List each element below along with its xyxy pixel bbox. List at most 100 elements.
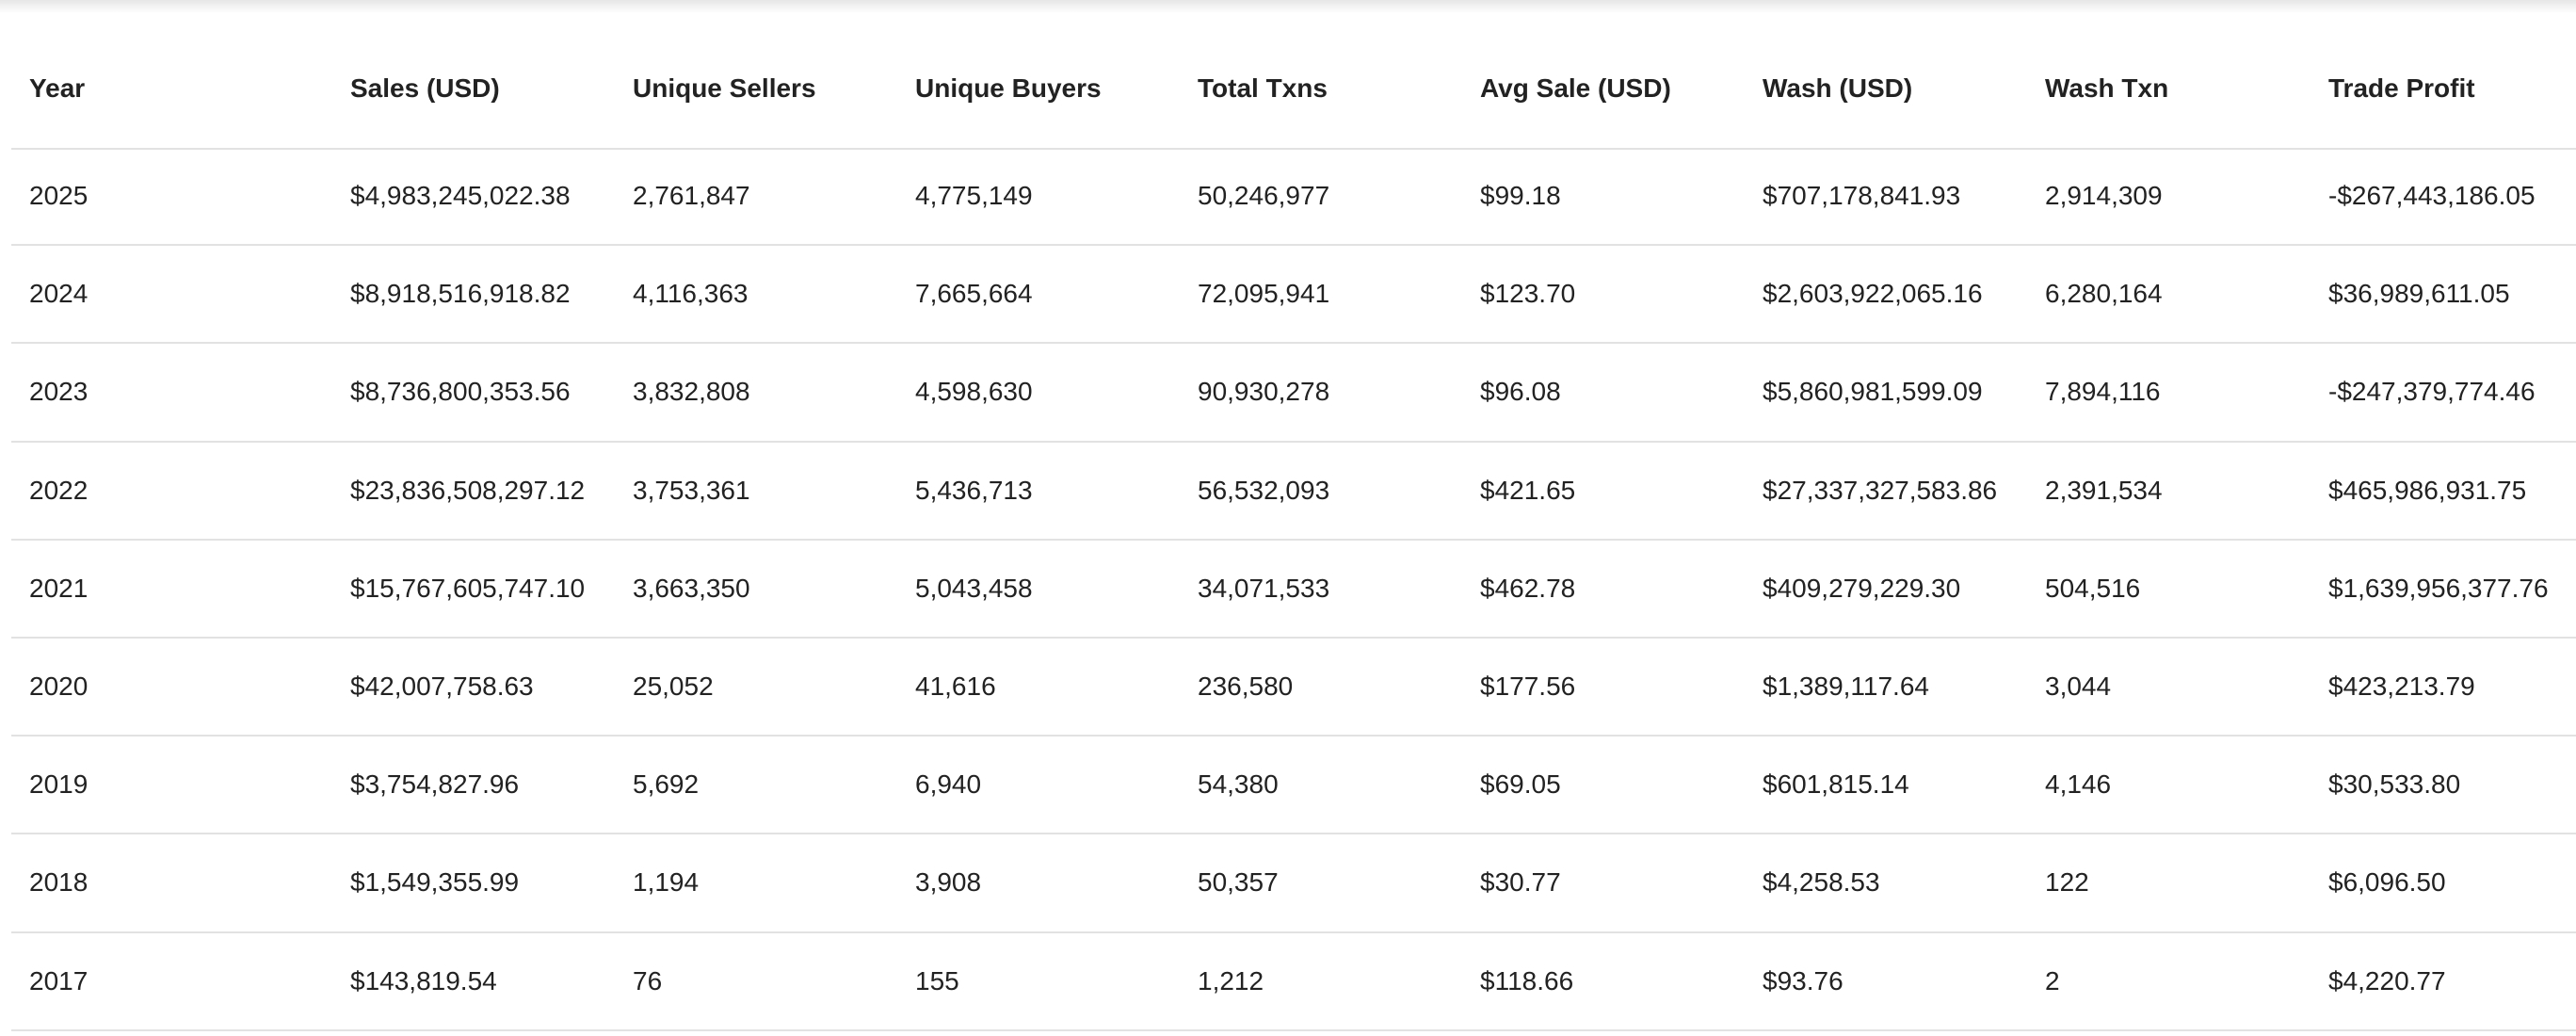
table-cell: $421.65 (1480, 475, 1576, 505)
table-cell: Wash Txn (2045, 73, 2169, 103)
table-cell: 76 (633, 965, 663, 996)
table-row: 2024 $8,918,516,918.82 4,116,363 7,665,664 7… (11, 246, 2576, 345)
table-cell: 2018 (29, 867, 89, 898)
table-cell: $93.76 (1763, 965, 1843, 996)
table-cell: Unique Buyers (915, 73, 1102, 103)
table-cell: $23,836,508,297.12 (350, 475, 586, 505)
table-cell: $465,986,931.75 (2328, 475, 2527, 505)
table-cell: 7,894,116 (2045, 377, 2161, 407)
table-cell: $123.70 (1480, 279, 1576, 309)
table-cell: $4,220.77 (2328, 965, 2446, 996)
table-cell: 504,516 (2045, 573, 2141, 603)
table-cell: 5,436,713 (915, 475, 1033, 505)
table-cell: Avg Sale (USD) (1480, 73, 1671, 103)
table-cell: 2025 (29, 181, 89, 211)
table-cell: $15,767,605,747.10 (350, 573, 586, 603)
table-cell: -$267,443,186.05 (2328, 181, 2536, 211)
table-cell: $36,989,611.05 (2328, 279, 2510, 309)
table-cell: 6,940 (915, 769, 982, 800)
table-row: 2019 $3,754,827.96 5,692 6,940 54,380 $69.05 $… (11, 737, 2576, 835)
table-cell: 34,071,533 (1198, 573, 1330, 603)
table-row: 2017 $143,819.54 76 155 1,212 $118.66 $93.76 2 $… (11, 933, 2576, 1031)
table-cell: Total Txns (1198, 73, 1328, 103)
header-row: Year Sales (USD) Unique Sellers Unique Buye… (11, 28, 2576, 150)
table-cell: 236,580 (1198, 672, 1294, 702)
table-cell: $27,337,327,583.86 (1763, 475, 1998, 505)
table-cell: 2023 (29, 377, 89, 407)
table-cell: 4,775,149 (915, 181, 1033, 211)
table-row: 2020 $42,007,758.63 25,052 41,616 236,580 $17… (11, 639, 2576, 737)
table-cell: 2,391,534 (2045, 475, 2163, 505)
table-cell: 5,043,458 (915, 573, 1033, 603)
table-cell: 2019 (29, 769, 89, 800)
table-cell: $601,815.14 (1763, 769, 1909, 800)
table-cell: 2024 (29, 279, 89, 309)
table-cell: 56,532,093 (1198, 475, 1330, 505)
table-cell: 4,598,630 (915, 377, 1033, 407)
table-cell: 6,280,164 (2045, 279, 2163, 309)
table-cell: 3,908 (915, 867, 982, 898)
table-cell: 1,212 (1198, 965, 1264, 996)
table-cell: 2017 (29, 965, 89, 996)
table-cell: 7,665,664 (915, 279, 1033, 309)
table-cell: $8,736,800,353.56 (350, 377, 571, 407)
table-cell: 122 (2045, 867, 2089, 898)
table-cell: 25,052 (633, 672, 714, 702)
table-row: 2022 $23,836,508,297.12 3,753,361 5,436,713… (11, 443, 2576, 541)
table-cell: 5,692 (633, 769, 700, 800)
table-row: 2021 $15,767,605,747.10 3,663,350 5,043,458… (11, 541, 2576, 639)
table-cell: 3,044 (2045, 672, 2112, 702)
table-cell: $3,754,827.96 (350, 769, 520, 800)
top-shadow (0, 0, 2576, 13)
table-row: 2018 $1,549,355.99 1,194 3,908 50,357 $30.77 $… (11, 834, 2576, 933)
table-cell: $5,860,981,599.09 (1763, 377, 1983, 407)
table-cell: Trade Profit (2328, 73, 2475, 103)
table-cell: $96.08 (1480, 377, 1561, 407)
table-cell: $42,007,758.63 (350, 672, 534, 702)
table-cell: 3,753,361 (633, 475, 750, 505)
table-row: 2023 $8,736,800,353.56 3,832,808 4,598,630 9… (11, 344, 2576, 443)
table-cell: Unique Sellers (633, 73, 816, 103)
table-cell: $4,258.53 (1763, 867, 1880, 898)
table-cell: 2021 (29, 573, 89, 603)
table-cell: Year (29, 73, 86, 103)
table-cell: 3,832,808 (633, 377, 750, 407)
table-cell: $99.18 (1480, 181, 1561, 211)
table-cell: $8,918,516,918.82 (350, 279, 571, 309)
table-cell: 1,194 (633, 867, 700, 898)
table-cell: Wash (USD) (1763, 73, 1913, 103)
table-cell: $4,983,245,022.38 (350, 181, 571, 211)
table-cell: $143,819.54 (350, 965, 497, 996)
table-cell: 2 (2045, 965, 2060, 996)
table-cell: 72,095,941 (1198, 279, 1330, 309)
table-cell: 41,616 (915, 672, 996, 702)
table-cell: 50,246,977 (1198, 181, 1330, 211)
table-cell: $6,096.50 (2328, 867, 2446, 898)
table-cell: $30.77 (1480, 867, 1561, 898)
table-cell: 155 (915, 965, 959, 996)
table-cell: 50,357 (1198, 867, 1279, 898)
table-cell: $409,279,229.30 (1763, 573, 1961, 603)
table-cell: $1,549,355.99 (350, 867, 520, 898)
table-cell: 2,914,309 (2045, 181, 2163, 211)
table-cell: 2022 (29, 475, 89, 505)
table-cell: $2,603,922,065.16 (1763, 279, 1983, 309)
table-cell: -$247,379,774.46 (2328, 377, 2536, 407)
table-cell: $177.56 (1480, 672, 1576, 702)
table-cell: 2,761,847 (633, 181, 750, 211)
table-cell: $1,639,956,377.76 (2328, 573, 2549, 603)
table-cell: $69.05 (1480, 769, 1561, 800)
table-cell: $462.78 (1480, 573, 1576, 603)
table-cell: $1,389,117.64 (1763, 672, 1929, 702)
table-cell: $707,178,841.93 (1763, 181, 1961, 211)
table-cell: 4,116,363 (633, 279, 749, 309)
table-cell: 3,663,350 (633, 573, 750, 603)
table-cell: $30,533.80 (2328, 769, 2461, 800)
table-cell: Sales (USD) (350, 73, 500, 103)
table-cell: 54,380 (1198, 769, 1279, 800)
table-cell: 2020 (29, 672, 89, 702)
table-cell: $423,213.79 (2328, 672, 2475, 702)
table-cell: 4,146 (2045, 769, 2112, 800)
table-cell: 90,930,278 (1198, 377, 1330, 407)
